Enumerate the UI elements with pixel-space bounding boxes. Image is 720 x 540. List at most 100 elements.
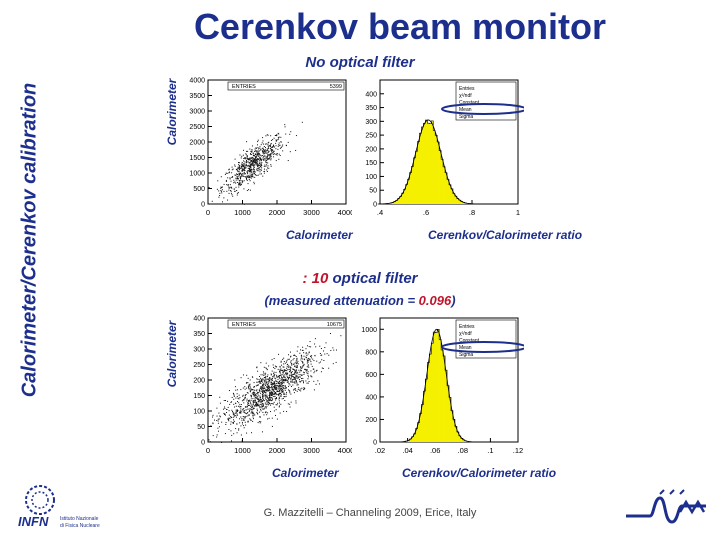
- scatter-point: [247, 408, 249, 410]
- scatter-point: [267, 386, 269, 388]
- scatter-point: [265, 382, 267, 384]
- scatter-point: [221, 186, 223, 188]
- histogram-bar: [464, 202, 468, 204]
- scatter-point: [235, 402, 237, 404]
- scatter-point: [262, 371, 264, 373]
- scatter-point: [278, 406, 280, 408]
- scatter-point: [271, 388, 273, 390]
- scatter-point: [270, 392, 272, 394]
- scatter-point: [258, 155, 260, 157]
- scatter-point: [267, 418, 269, 420]
- scatter-point: [292, 384, 294, 386]
- scatter-point: [267, 144, 269, 146]
- scatter-point: [244, 398, 246, 400]
- scatter-point: [273, 390, 275, 392]
- scatter-point: [305, 357, 307, 359]
- scatter-point: [260, 409, 262, 411]
- scatter-point: [319, 361, 321, 363]
- scatter-point: [264, 407, 266, 409]
- scatter-point: [223, 183, 225, 185]
- scatter-point: [278, 376, 280, 378]
- scatter-point: [252, 408, 254, 410]
- scatter-point: [251, 150, 253, 152]
- scatter-point: [308, 359, 310, 361]
- scatter-point: [262, 384, 264, 386]
- scatter-point: [247, 392, 249, 394]
- scatter-point: [261, 387, 263, 389]
- scatter-point: [274, 395, 276, 397]
- histogram-bar: [460, 438, 464, 442]
- scatter-point: [262, 386, 264, 388]
- scatter-point: [279, 381, 281, 383]
- scatter-point: [269, 394, 271, 396]
- scatter-point: [264, 157, 266, 159]
- scatter-point: [237, 173, 239, 175]
- scatter-point: [252, 174, 254, 176]
- scatter-point: [242, 408, 244, 410]
- scatter-point: [259, 171, 261, 173]
- scatter-point: [229, 177, 231, 179]
- scatter-point: [307, 373, 309, 375]
- scatter-point: [287, 373, 289, 375]
- scatter-point: [300, 369, 302, 371]
- scatter-point: [296, 382, 298, 384]
- scatter-point: [282, 390, 284, 392]
- scatter-point: [252, 398, 254, 400]
- scatter-point: [289, 392, 291, 394]
- scatter-point: [254, 162, 256, 164]
- scatter-point: [265, 362, 267, 364]
- scatter-point: [283, 387, 285, 389]
- scatter-point: [233, 188, 235, 190]
- scatter-point: [242, 164, 244, 166]
- scatter-point: [233, 412, 235, 414]
- scatter-point: [279, 382, 281, 384]
- scatter-point: [269, 396, 271, 398]
- fit-stat-label: Mean: [459, 345, 472, 351]
- scatter-point: [267, 167, 269, 169]
- scatter-point: [239, 404, 241, 406]
- scatter-point: [244, 394, 246, 396]
- scatter-point: [263, 158, 265, 160]
- scatter-point: [269, 147, 271, 149]
- scatter-point: [316, 360, 318, 362]
- scatter-point: [302, 381, 304, 383]
- scatter-point: [241, 409, 243, 411]
- scatter-point: [293, 373, 295, 375]
- scatter-point: [265, 375, 267, 377]
- scatter-point: [290, 379, 292, 381]
- scatter-point: [271, 425, 273, 427]
- scatter-point: [286, 381, 288, 383]
- scatter-point: [272, 149, 274, 151]
- scatter-point: [227, 177, 229, 179]
- scatter-point: [260, 162, 262, 164]
- scatter-point: [254, 155, 256, 157]
- plot-frame: [207, 317, 347, 443]
- scatter-point: [242, 395, 244, 397]
- scatter-point: [269, 377, 271, 379]
- scatter-point: [306, 354, 308, 356]
- measured-attenuation: (measured attenuation = 0.096): [220, 293, 500, 308]
- scatter-point: [253, 171, 255, 173]
- scatter-point: [253, 161, 255, 163]
- scatter-point: [262, 404, 264, 406]
- y-tick-label: 100: [193, 409, 205, 416]
- x-tick-label: .08: [458, 446, 468, 455]
- scatter-point: [249, 160, 251, 162]
- scatter-point: [262, 396, 264, 398]
- scatter-point: [231, 169, 233, 171]
- scatter-point: [238, 429, 240, 431]
- x-tick-label: .04: [402, 446, 412, 455]
- scatter-point: [238, 428, 240, 430]
- scatter-point: [251, 163, 253, 165]
- scatter-point: [299, 352, 301, 354]
- scatter-point: [244, 388, 246, 390]
- scatter-point: [212, 416, 214, 418]
- scatter-point: [253, 386, 255, 388]
- x-tick-label: 1: [516, 208, 520, 217]
- scatter-point: [306, 366, 308, 368]
- scatter-point: [281, 380, 283, 382]
- scatter-point: [270, 158, 272, 160]
- scatter-point: [250, 412, 252, 414]
- scatter-point: [268, 389, 270, 391]
- scatter-point: [261, 431, 263, 433]
